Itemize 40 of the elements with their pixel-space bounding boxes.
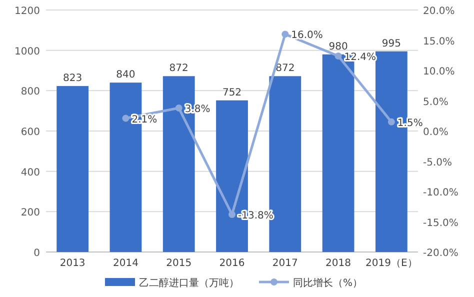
- point: [282, 30, 289, 38]
- data-label: 980: [328, 41, 348, 52]
- x-tick-label: 2014: [112, 258, 138, 269]
- x-tick-label: 2017: [272, 258, 298, 269]
- y2-tick-label: 5.0%: [423, 96, 448, 108]
- y-tick-label: 200: [20, 208, 40, 219]
- data-label: 752: [222, 87, 242, 98]
- x-tick-label: 2016: [219, 258, 245, 269]
- y2-tick-label: 20.0%: [423, 6, 455, 17]
- y-tick-label: 1200: [14, 6, 40, 17]
- x-tick-label: 2015: [166, 258, 192, 269]
- point: [122, 114, 130, 122]
- y2-tick-label: -20.0%: [423, 248, 458, 259]
- point: [175, 104, 182, 112]
- y-tick-label: 1000: [14, 46, 40, 58]
- data-label: 823: [63, 73, 82, 84]
- y2-tick-label: -5.0%: [423, 157, 452, 168]
- y2-tick-label: 0.0%: [423, 127, 448, 138]
- y-tick-label: 800: [20, 86, 40, 98]
- legend-label: 同比增长（%）: [293, 277, 363, 289]
- x-tick-label: 2018: [326, 258, 352, 269]
- y-tick-label: 400: [20, 167, 40, 178]
- y2-tick-label: -10.0%: [423, 188, 458, 198]
- x-tick-label: 2019（E）: [366, 258, 418, 269]
- point: [388, 118, 395, 126]
- point: [334, 52, 342, 60]
- data-label: 872: [276, 63, 295, 74]
- data-label: 995: [382, 38, 401, 50]
- x-tick-label: 2013: [60, 258, 86, 269]
- y2-tick-label: -15.0%: [423, 218, 458, 229]
- data-label: 872: [169, 63, 188, 74]
- y2-tick-label: 15.0%: [423, 36, 455, 48]
- data-label: 840: [116, 70, 136, 81]
- y-tick-label: 600: [20, 127, 40, 138]
- bar: [56, 86, 89, 252]
- point: [228, 210, 236, 218]
- legend-label: 乙二醇进口量（万吨）: [139, 277, 239, 289]
- y-tick-label: 0: [34, 248, 40, 259]
- y2-tick-label: 10.0%: [423, 66, 455, 78]
- data-label: 16.0%: [291, 30, 323, 42]
